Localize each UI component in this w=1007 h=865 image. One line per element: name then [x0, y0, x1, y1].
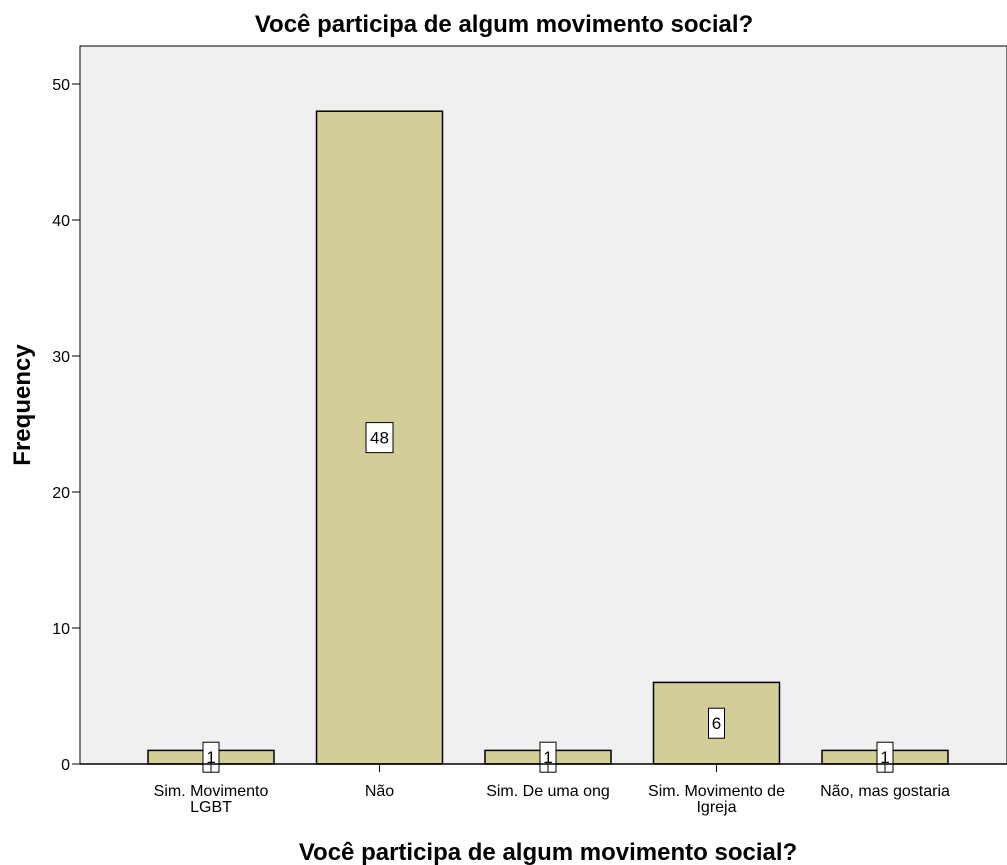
bars-group: 1 48 1 6 1 [147, 110, 949, 773]
x-tick-label: Não, mas gostaria [820, 783, 950, 800]
y-axis: 0 10 20 30 40 50 [52, 77, 80, 774]
x-tick-label: Sim. Movimento de [648, 783, 785, 800]
y-tick-label: 30 [52, 349, 70, 366]
y-tick-label: 40 [52, 213, 70, 230]
x-tick-label: Não [365, 783, 394, 800]
x-tick-label: Sim. De uma ong [486, 783, 610, 800]
x-axis-title: Você participa de algum movimento social… [299, 839, 797, 865]
data-label: 48 [370, 429, 389, 448]
y-tick-label: 0 [61, 757, 70, 774]
y-tick-label: 50 [52, 77, 70, 94]
data-label: 1 [880, 748, 889, 767]
chart-title: Você participa de algum movimento social… [255, 11, 753, 38]
data-label-box [708, 707, 725, 739]
plot-area [79, 45, 1007, 765]
data-label-box [365, 422, 394, 454]
data-label: 1 [543, 748, 552, 767]
y-tick-label: 10 [52, 621, 70, 638]
x-tick-label: LGBT [190, 799, 232, 816]
x-tick-label: Igreja [696, 799, 736, 816]
y-axis-title: Frequency [9, 344, 36, 466]
y-tick-label: 20 [52, 485, 70, 502]
data-label: 6 [712, 714, 721, 733]
data-label: 1 [206, 748, 215, 767]
x-tick-label: Sim. Movimento [154, 783, 269, 800]
